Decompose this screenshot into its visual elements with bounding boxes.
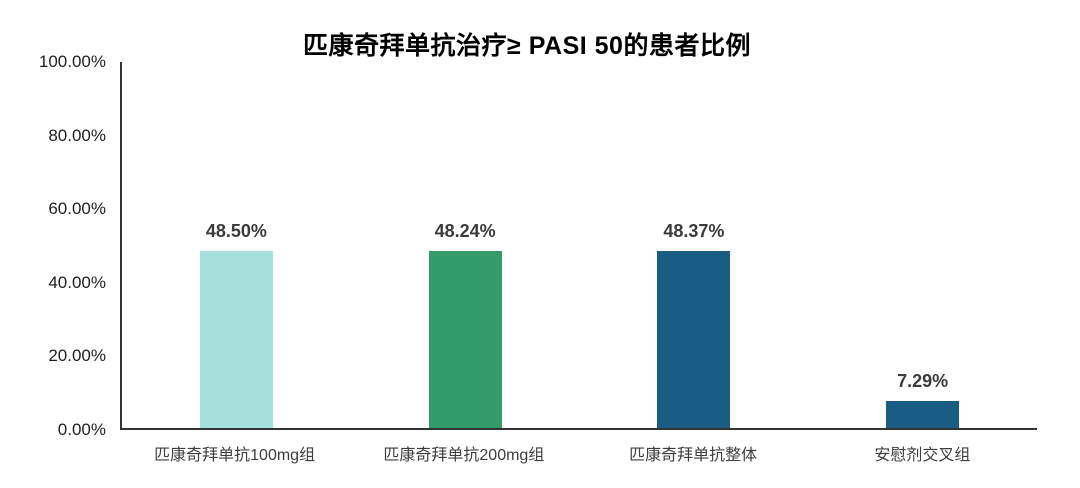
bar-group-100mg: 48.50% <box>122 62 351 428</box>
x-axis-labels: 匹康奇拜单抗100mg组 匹康奇拜单抗200mg组 匹康奇拜单抗整体 安慰剂交叉… <box>120 441 1037 465</box>
bar-group-overall: 48.37% <box>580 62 809 428</box>
y-tick-label: 20.00% <box>48 346 106 366</box>
bar <box>199 250 273 428</box>
bar-series: 48.50% 48.24% 48.37% 7.29% <box>122 62 1037 428</box>
y-axis-tick-labels: 0.00% 20.00% 40.00% 60.00% 80.00% 100.00% <box>0 52 106 439</box>
x-axis-label: 匹康奇拜单抗整体 <box>629 447 758 464</box>
bar-value-label: 48.50% <box>205 220 267 241</box>
x-axis-label: 匹康奇拜单抗200mg组 <box>383 447 545 464</box>
chart-title: 匹康奇拜单抗治疗≥ PASI 50的患者比例 <box>303 32 751 60</box>
bar-value-label: 48.37% <box>663 220 725 241</box>
plot-area: 48.50% 48.24% 48.37% 7.29% <box>120 62 1037 430</box>
bar <box>428 251 502 428</box>
bar-value-label: 7.29% <box>897 371 949 392</box>
x-axis-label: 匹康奇拜单抗100mg组 <box>154 447 316 464</box>
bar-group-200mg: 48.24% <box>351 62 580 428</box>
y-tick-label: 100.00% <box>38 52 106 71</box>
y-tick-label: 60.00% <box>48 199 106 219</box>
y-tick-label: 80.00% <box>48 125 106 145</box>
bar-value-label: 48.24% <box>434 221 496 242</box>
y-tick-label: 0.00% <box>57 420 106 439</box>
y-tick-label: 40.00% <box>48 272 106 292</box>
bar <box>886 401 960 428</box>
bar-group-placebo-crossover: 7.29% <box>808 62 1037 428</box>
bar <box>657 250 731 428</box>
x-axis-label: 安慰剂交叉组 <box>874 447 971 464</box>
